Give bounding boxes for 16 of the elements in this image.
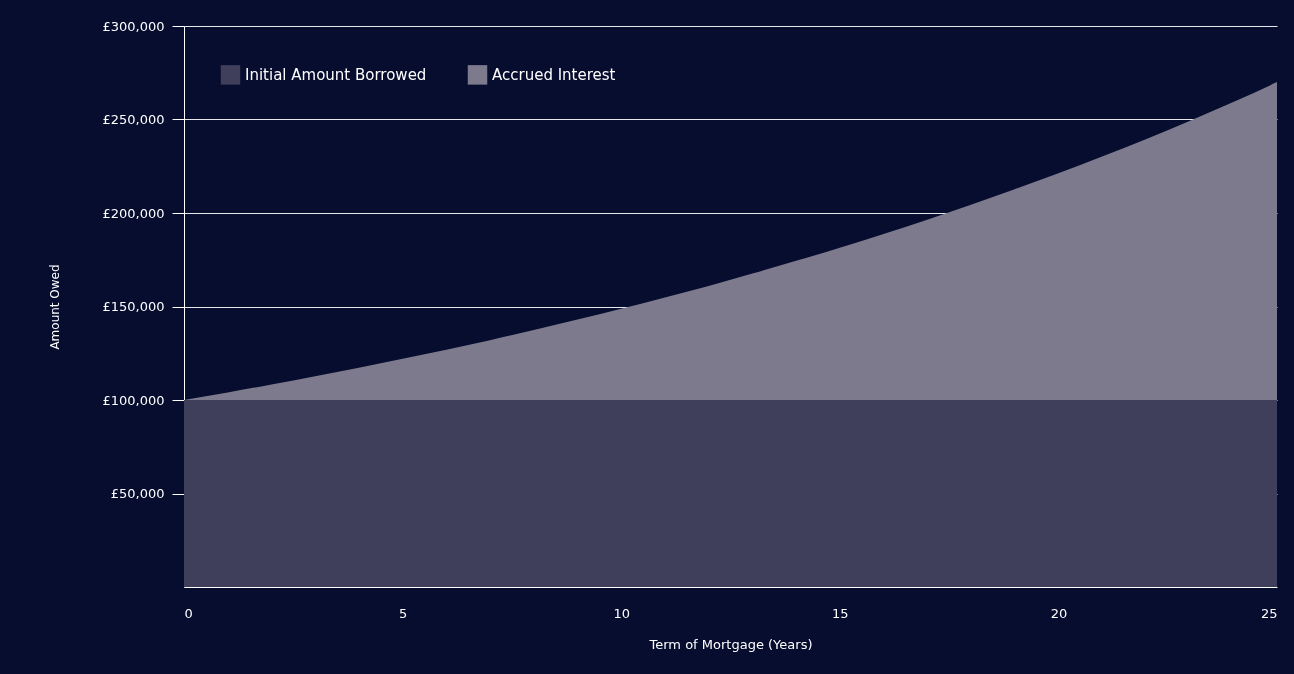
legend-label: Accrued Interest xyxy=(492,65,616,84)
y-tick-label: £200,000 xyxy=(102,205,165,221)
y-tick-label: £100,000 xyxy=(102,392,165,408)
y-tick-label: £150,000 xyxy=(102,299,165,314)
y-tick-label: £50,000 xyxy=(110,486,165,501)
x-tick-label: 20 xyxy=(1050,605,1068,621)
y-axis-title: Amount Owed xyxy=(48,264,63,350)
x-tick-label: 25 xyxy=(1260,605,1278,621)
legend-label: Initial Amount Borrowed xyxy=(245,65,427,84)
y-tick-label: £300,000 xyxy=(102,18,165,34)
x-axis-title: Term of Mortgage (Years) xyxy=(648,636,813,652)
x-tick-label: 0 xyxy=(184,605,193,621)
x-tick-label: 15 xyxy=(832,605,849,621)
y-tick-label: £250,000 xyxy=(102,112,165,127)
x-tick-label: 5 xyxy=(398,605,408,621)
x-tick-label: 10 xyxy=(613,605,630,621)
